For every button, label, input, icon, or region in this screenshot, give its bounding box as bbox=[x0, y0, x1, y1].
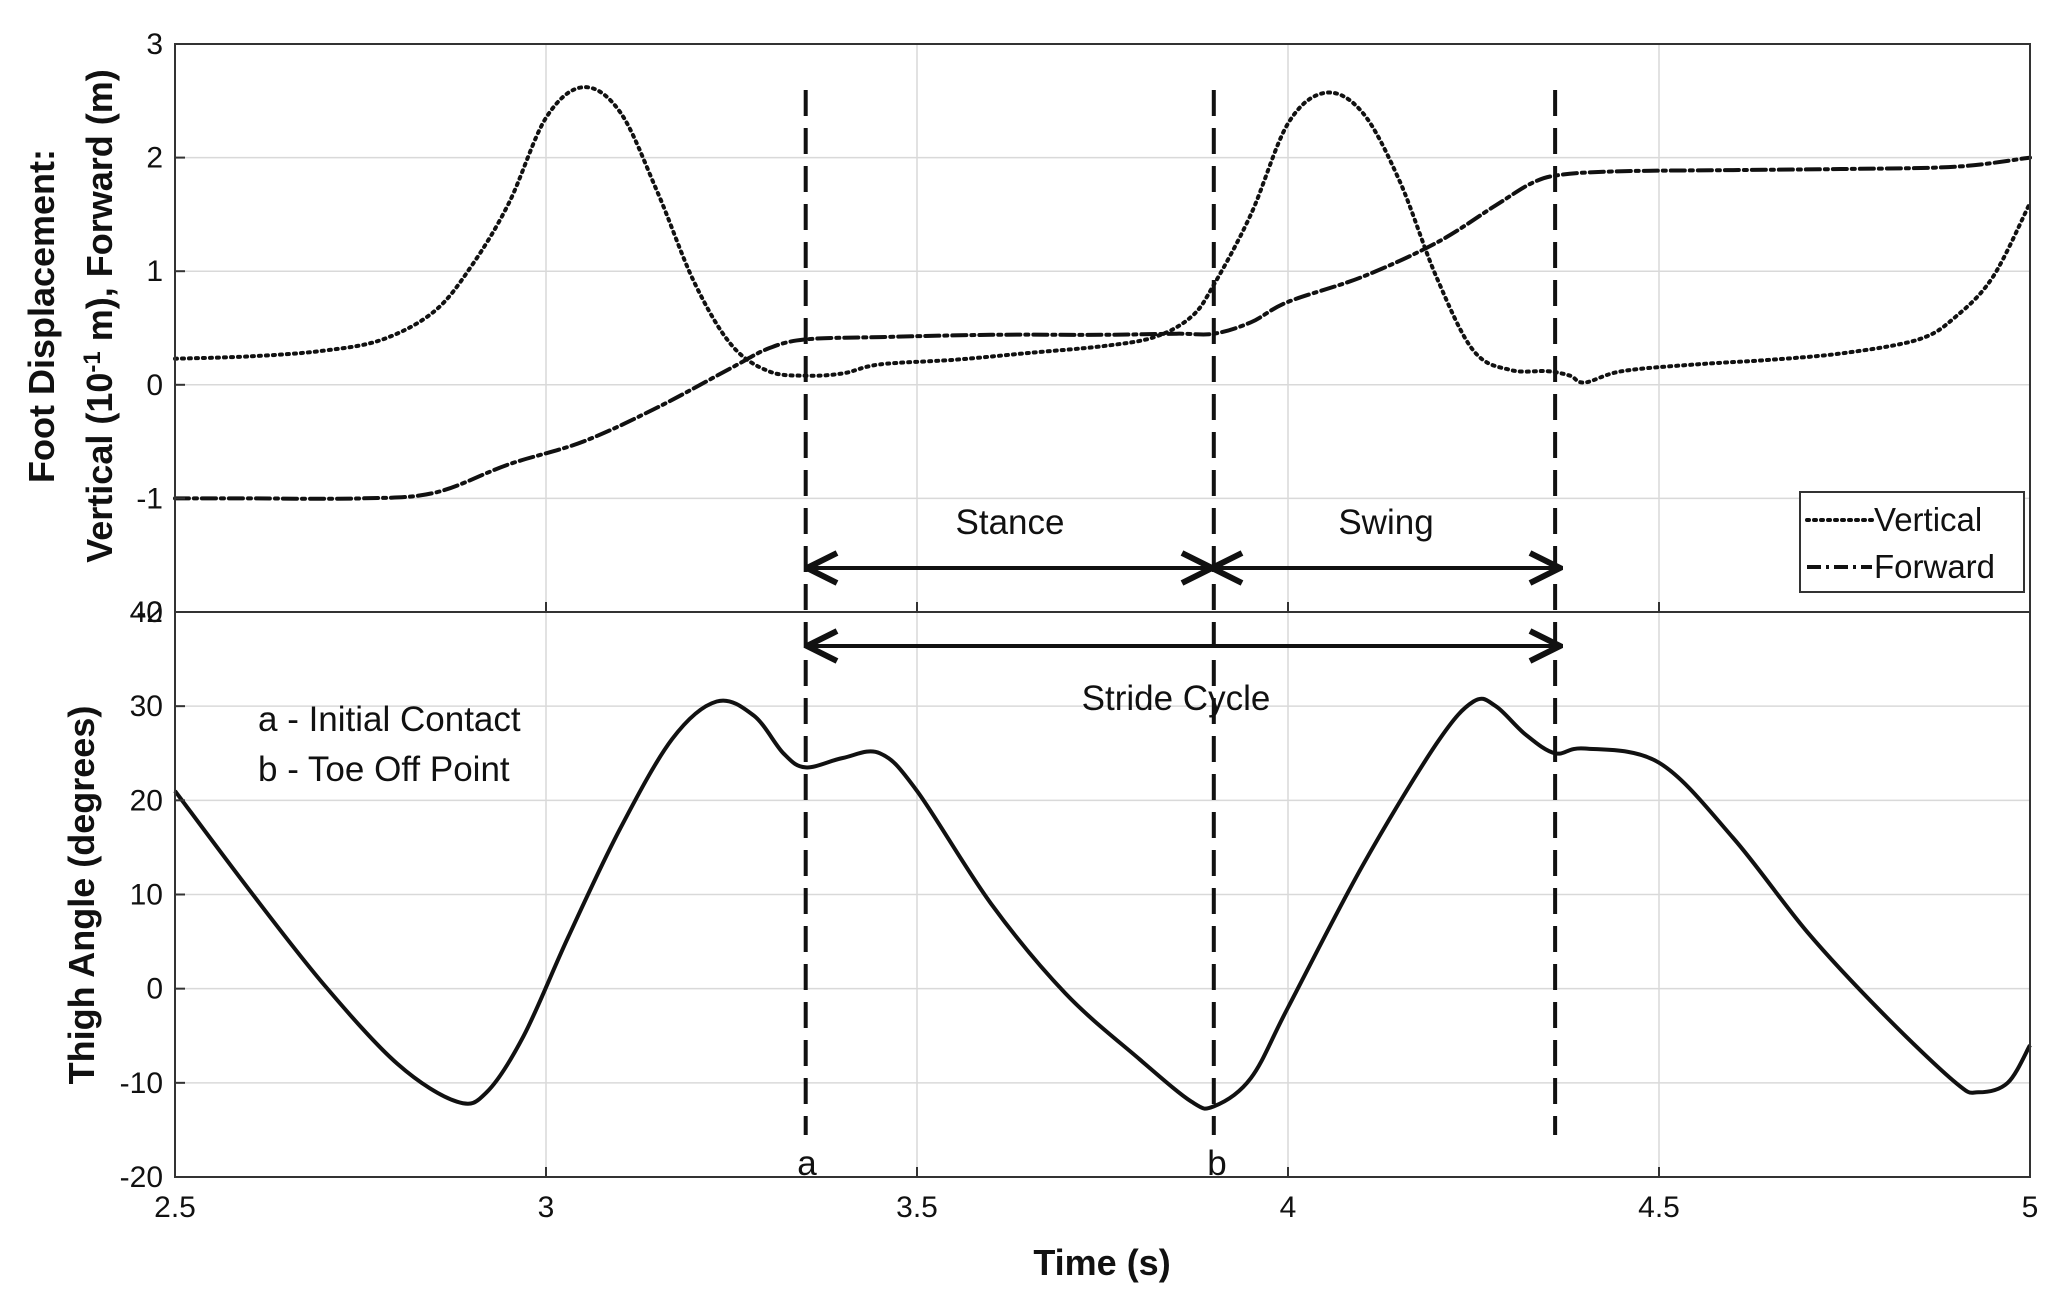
bottom-y-tick-label: 30 bbox=[130, 690, 163, 723]
top-y-tick-label: -1 bbox=[136, 482, 163, 515]
bottom-y-tick-label: 0 bbox=[146, 973, 163, 1006]
bottom-series-group bbox=[173, 696, 2032, 1111]
top-y-axis-label-sup: -1 bbox=[79, 351, 106, 372]
series-vertical-line bbox=[173, 85, 2032, 385]
swing-label: Swing bbox=[1338, 503, 1433, 542]
bottom-grid bbox=[175, 612, 2030, 1177]
x-tick-label: 4 bbox=[1280, 1191, 1297, 1224]
top-y-tick-label: 1 bbox=[146, 255, 163, 288]
x-tick-label: 2.5 bbox=[154, 1191, 196, 1224]
bottom-y-tick-label: -10 bbox=[120, 1067, 163, 1100]
series-forward-line bbox=[173, 155, 2032, 501]
stance-label: Stance bbox=[956, 503, 1065, 542]
legend-vertical-label: Vertical bbox=[1874, 501, 1982, 538]
top-y-tick-label: 2 bbox=[146, 142, 163, 175]
top-y-axis-label-prefix: Vertical (10 bbox=[79, 373, 120, 563]
x-tick-label: 4.5 bbox=[1638, 1191, 1680, 1224]
note-initial-contact: a - Initial Contact bbox=[258, 700, 521, 739]
event-markers bbox=[803, 90, 1558, 1135]
bottom-y-tick-label: 20 bbox=[130, 784, 163, 817]
x-tick-label: 5 bbox=[2022, 1191, 2039, 1224]
top-series-group bbox=[173, 85, 2032, 501]
top-plot-area bbox=[175, 44, 2030, 612]
x-tick-label: 3 bbox=[538, 1191, 555, 1224]
legend-forward-label: Forward bbox=[1874, 548, 1995, 585]
bottom-y-axis-label: Thigh Angle (degrees) bbox=[61, 706, 102, 1085]
stride-cycle-label: Stride Cycle bbox=[1082, 679, 1271, 718]
series-thigh-angle-line bbox=[173, 696, 2032, 1111]
bottom-y-tick-label: 10 bbox=[130, 879, 163, 912]
x-tick-label: 3.5 bbox=[896, 1191, 938, 1224]
top-y-axis-label-suffix: m), Forward (m) bbox=[79, 69, 120, 351]
top-y-tick-label: 0 bbox=[146, 369, 163, 402]
event-label-b: b bbox=[1207, 1144, 1226, 1183]
note-toe-off: b - Toe Off Point bbox=[258, 750, 510, 789]
bottom-y-tick-label: 40 bbox=[130, 596, 163, 629]
legend-box bbox=[1799, 491, 2025, 593]
event-label-a: a bbox=[797, 1144, 817, 1183]
top-grid bbox=[175, 44, 2030, 612]
top-y-tick-label: 3 bbox=[146, 28, 163, 61]
bottom-y-tick-label: -20 bbox=[120, 1161, 163, 1194]
legend: Vertical Forward bbox=[1799, 491, 2025, 593]
x-axis-label: Time (s) bbox=[1033, 1242, 1170, 1283]
top-y-axis-label-line1: Foot Displacement: bbox=[21, 149, 62, 483]
top-y-axis-label-line2: Vertical (10-1 m), Forward (m) bbox=[79, 69, 120, 562]
top-y-tick-label: -2 bbox=[136, 596, 163, 629]
